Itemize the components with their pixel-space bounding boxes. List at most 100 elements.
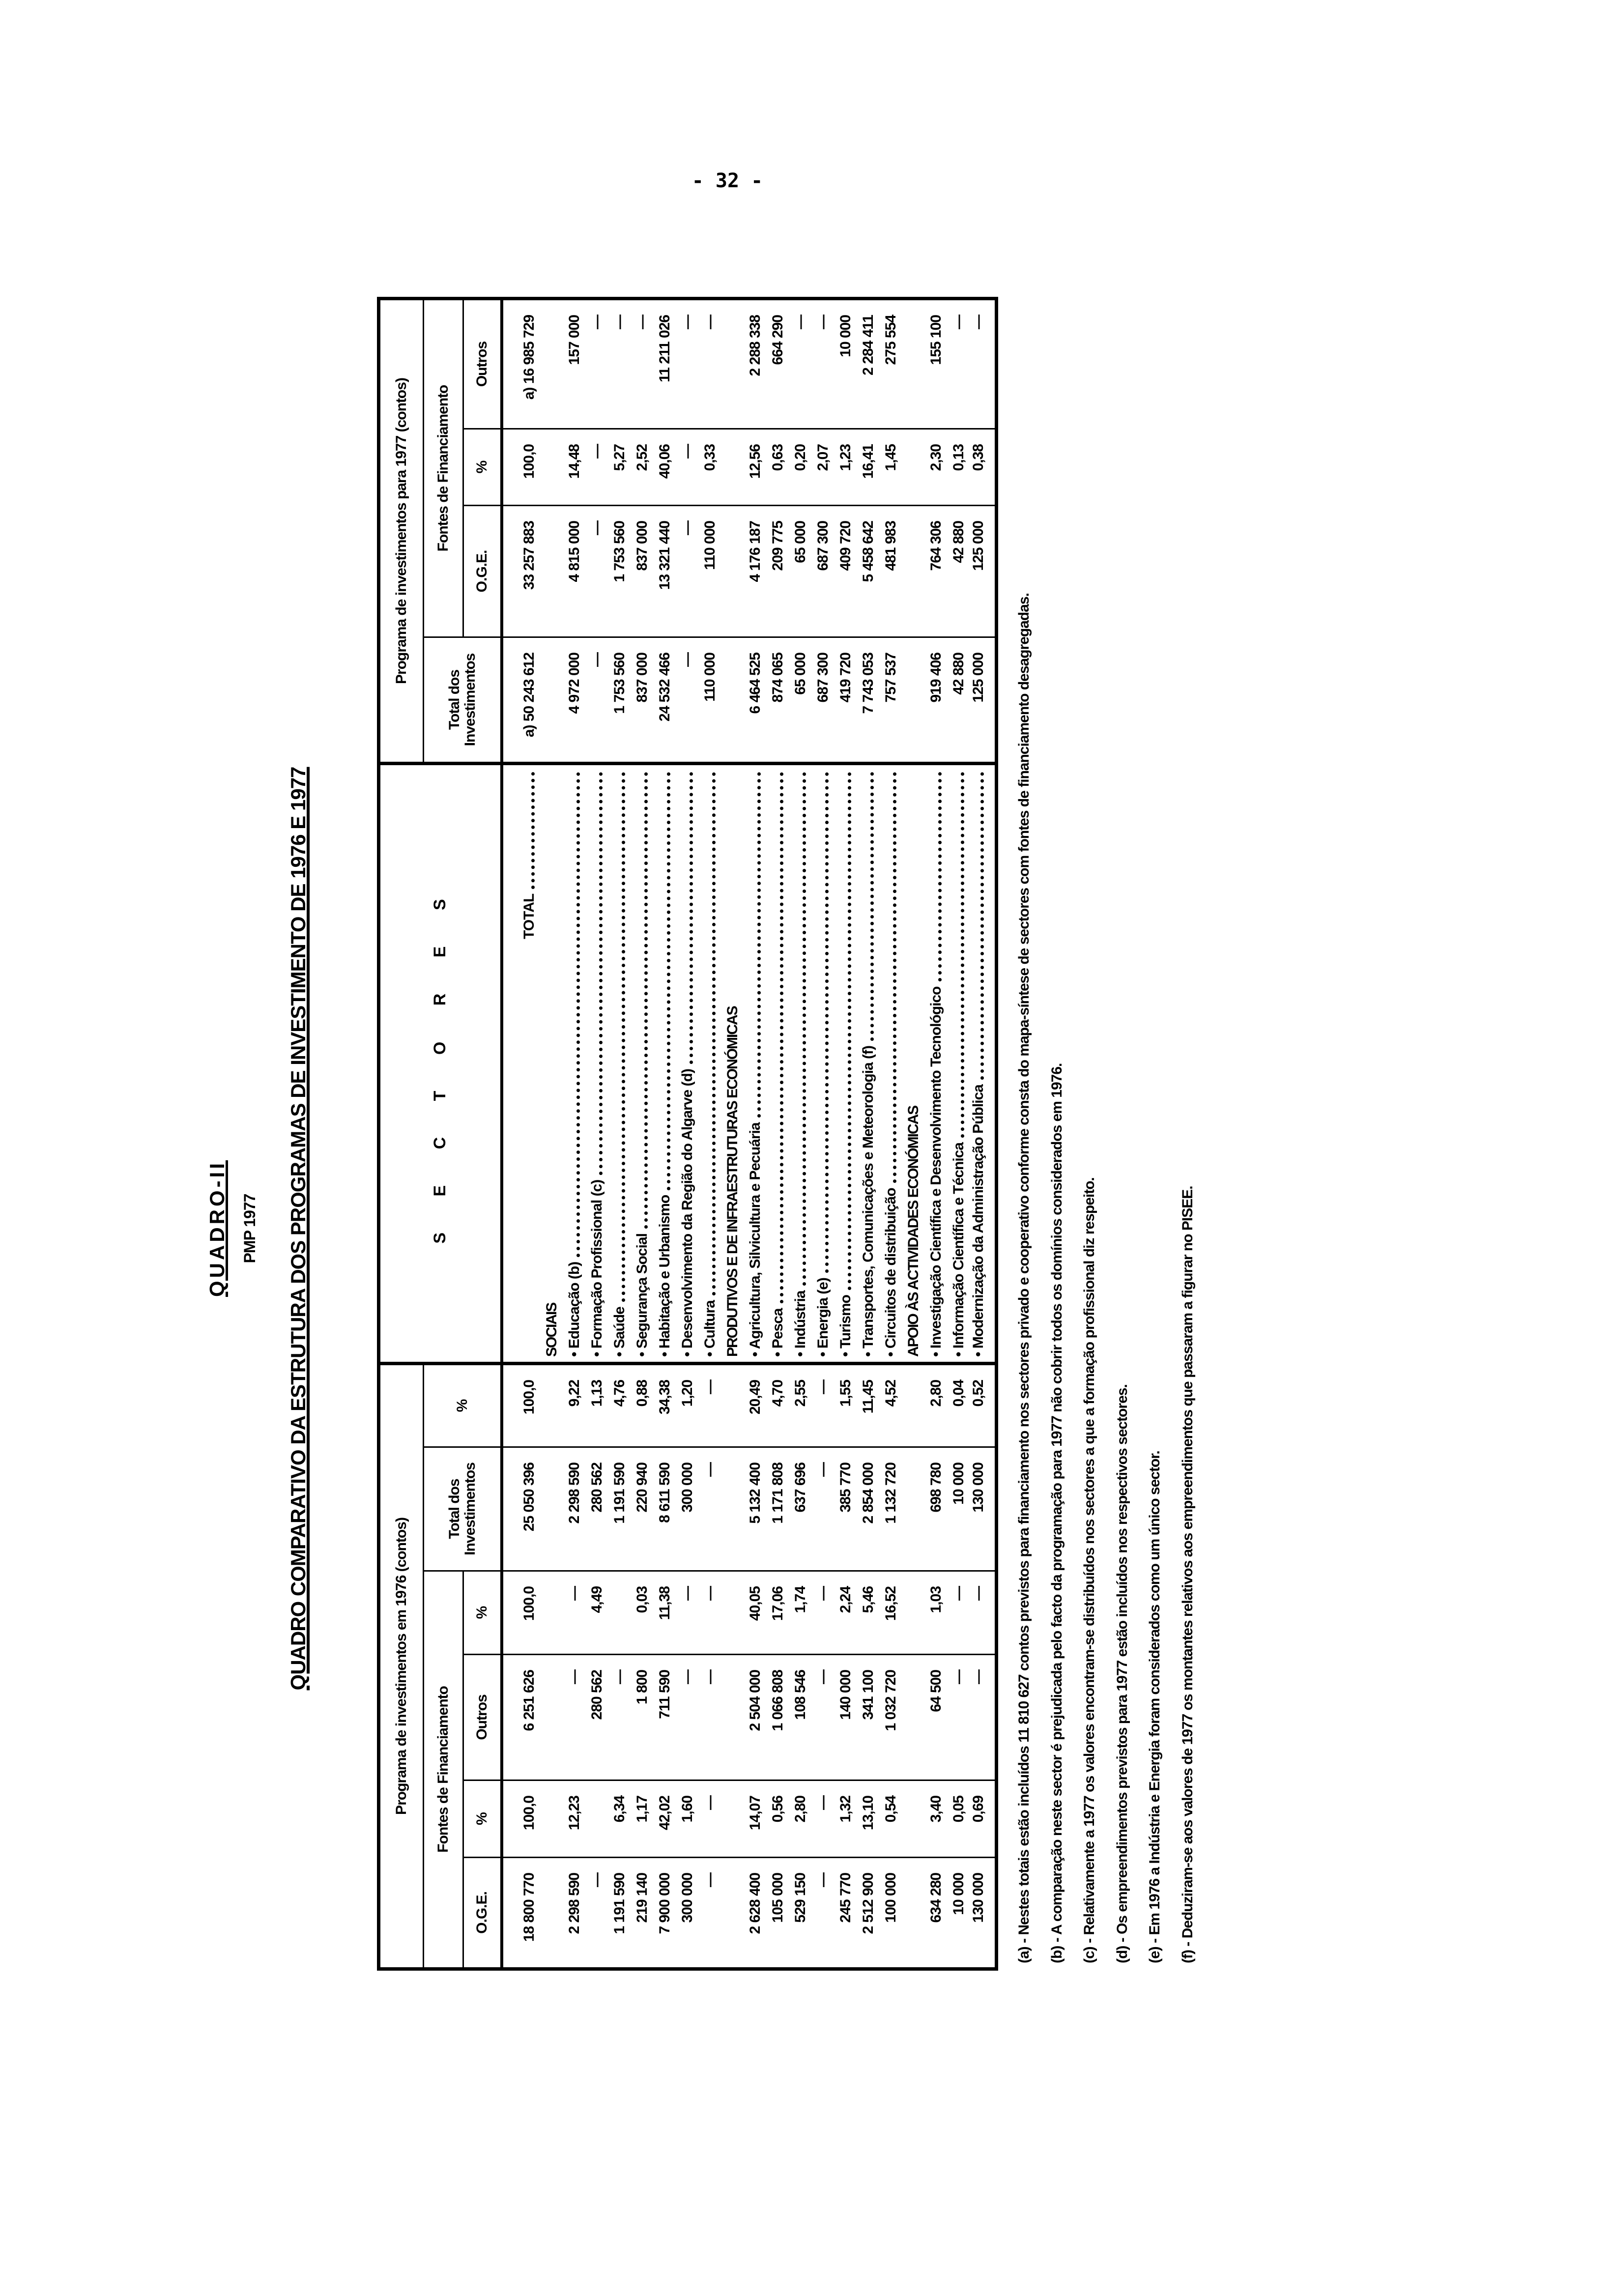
cell-1977-oge-pct	[902, 429, 925, 506]
cell-1976-total-pct: 0,88	[631, 1363, 654, 1447]
cell-1977-oge	[541, 505, 563, 637]
footnote: (d) - Os empreendimentos previstos para …	[1114, 1384, 1130, 1963]
cell-1976-oge-pct: 12,23	[563, 1780, 586, 1858]
cell-1977-total: 757 537	[880, 637, 902, 764]
cell-1976-outros-pct: 4,49	[586, 1571, 608, 1655]
cell-1976-total: 220 940	[631, 1447, 654, 1571]
cell-1976-total: 5 132 400	[744, 1447, 767, 1571]
sector-name: • Habitação e Urbanismo	[657, 1195, 673, 1357]
cell-1977-total	[902, 637, 925, 764]
spacer-cell	[502, 1363, 518, 1447]
header-1977-outros: Outros	[463, 298, 502, 429]
cell-1976-oge-pct: —	[699, 1780, 721, 1858]
cell-1976-total-pct: 4,52	[880, 1363, 902, 1447]
cell-1976-oge: 2 628 400	[744, 1857, 767, 1969]
spacer-cell	[502, 1780, 518, 1858]
cell-1976-outros-pct: 0,03	[631, 1571, 654, 1655]
cell-1976-oge-pct: —	[812, 1780, 835, 1858]
dot-leader	[870, 772, 874, 1041]
dot-leader	[667, 772, 670, 1190]
cell-1977-oge-pct: 1,23	[835, 429, 857, 506]
cell-1977-total: 4 972 000	[563, 637, 586, 764]
sector-label: SOCIAIS	[544, 772, 560, 1357]
sector-label-cell: • Educação (b)	[563, 763, 586, 1364]
footnote: (e) - Em 1976 a Indústria e Energia fora…	[1147, 1451, 1163, 1963]
cell-1976-total: 2 854 000	[857, 1447, 880, 1571]
cell-1977-outros: —	[948, 298, 970, 429]
cell-1977-outros	[721, 298, 744, 429]
cell-1977-total	[721, 637, 744, 764]
cell-1976-outros: 280 562	[586, 1654, 608, 1780]
dot-leader	[690, 772, 693, 1064]
cell-1977-oge-pct: 14,48	[563, 429, 586, 506]
spacer-cell	[502, 505, 518, 637]
cell-1977-outros: 2 288 338	[744, 298, 767, 429]
table-row: 7 900 000 42,02 711 590 11,38 8 611 590 34,38…	[654, 298, 676, 1969]
sector-label-cell: • Indústria	[789, 763, 812, 1364]
cell-1976-outros-pct: 1,03	[925, 1571, 948, 1655]
spacer-cell	[502, 298, 518, 429]
cell-1977-oge: 764 306	[925, 505, 948, 637]
dot-leader	[961, 772, 964, 1138]
dot-leader	[712, 772, 716, 1296]
cell-1976-total	[541, 1447, 563, 1571]
cell-1977-oge: 110 000	[699, 505, 721, 637]
cell-1977-oge: 481 983	[880, 505, 902, 637]
cell-1976-oge-pct: 1,17	[631, 1780, 654, 1858]
cell-1977-outros: —	[631, 298, 654, 429]
header-1976-oge-pct: %	[463, 1780, 502, 1858]
cell-1977-oge-pct: 0,63	[767, 429, 789, 506]
cell-1977-oge: 1 753 560	[608, 505, 631, 637]
table-row: 1 191 590 6,34—1 191 590 4,76 • Saúde 1 753 …	[608, 298, 631, 1969]
cell-1977-oge: 687 300	[812, 505, 835, 637]
sector-name: SOCIAIS	[544, 1303, 560, 1357]
cell-1976-total-pct: 100,0	[518, 1363, 541, 1447]
cell-1976-oge	[721, 1857, 744, 1969]
cell-1977-oge	[902, 505, 925, 637]
sector-label-cell: • Energia (e)	[812, 763, 835, 1364]
cell-1976-total-pct	[902, 1363, 925, 1447]
cell-1976-oge: 529 150	[789, 1857, 812, 1969]
cell-1977-total: 874 065	[767, 637, 789, 764]
cell-1977-outros: 275 554	[880, 298, 902, 429]
cell-1976-outros-pct: —	[970, 1571, 997, 1655]
cell-1977-total: 837 000	[631, 637, 654, 764]
section-heading-row: PRODUTIVOS E DE INFRAESTRUTURAS ECONÓMIC…	[721, 298, 744, 1969]
dot-leader	[531, 772, 535, 889]
header-1977-oge-pct: %	[463, 429, 502, 506]
sector-name: APOIO ÀS ACTIVIDADES ECONÓMICAS	[905, 1106, 921, 1357]
cell-1976-total: —	[812, 1447, 835, 1571]
cell-1977-total: 65 000	[789, 637, 812, 764]
cell-1976-total-pct: 2,80	[925, 1363, 948, 1447]
section-heading-row: APOIO ÀS ACTIVIDADES ECONÓMICAS	[902, 298, 925, 1969]
sector-name: • Modernização da Administração Pública	[970, 1085, 986, 1357]
cell-1977-total: —	[676, 637, 699, 764]
cell-1977-outros: —	[970, 298, 997, 429]
section-heading-row: SOCIAIS	[541, 298, 563, 1969]
sector-label-cell: • Segurança Social	[631, 763, 654, 1364]
cell-1976-total-pct: —	[699, 1363, 721, 1447]
cell-1976-total: —	[699, 1447, 721, 1571]
cell-1976-outros-pct: 2,24	[835, 1571, 857, 1655]
cell-1976-oge: —	[699, 1857, 721, 1969]
sector-label-cell: SOCIAIS	[541, 763, 563, 1364]
sector-label: • Saúde	[611, 772, 628, 1357]
cell-1977-total: 24 532 466	[654, 637, 676, 764]
sector-label: • Transportes, Comunicações e Meteorolog…	[860, 772, 877, 1357]
cell-1976-outros: 6 251 626	[518, 1654, 541, 1780]
cell-1977-oge-pct: 5,27	[608, 429, 631, 506]
cell-1977-total: —	[586, 637, 608, 764]
cell-1976-total: 280 562	[586, 1447, 608, 1571]
sector-name: • Agricultura, Silvicultura e Pecuária	[747, 1122, 763, 1357]
sector-name: • Segurança Social	[634, 1234, 650, 1357]
cell-1977-outros: —	[812, 298, 835, 429]
dot-leader	[893, 772, 896, 1183]
cell-1976-outros: —	[676, 1654, 699, 1780]
header-1977-program: Programa de investimentos para 1977 (con…	[378, 298, 424, 764]
sector-name: • Investigação Científica e Desenvolvime…	[928, 986, 944, 1357]
sector-label-cell: PRODUTIVOS E DE INFRAESTRUTURAS ECONÓMIC…	[721, 763, 744, 1364]
spacer-cell	[502, 1447, 518, 1571]
sector-name: • Transportes, Comunicações e Meteorolog…	[860, 1046, 876, 1357]
cell-1976-oge-pct: 0,56	[767, 1780, 789, 1858]
sector-label: • Informação Científica e Técnica	[950, 772, 967, 1357]
